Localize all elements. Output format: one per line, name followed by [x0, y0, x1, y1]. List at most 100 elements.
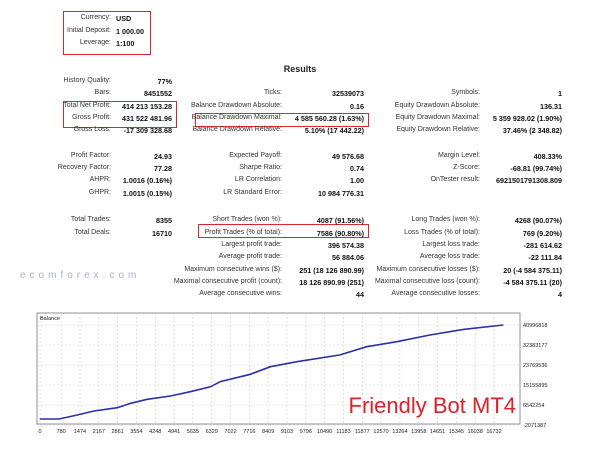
balance-drawdown-maximal-highlight	[195, 113, 369, 127]
account-info-label: Initial Deposit:	[67, 26, 111, 34]
stat-label: Profit Trades (% of total):	[204, 228, 282, 236]
y-tick-label: 40996818	[523, 323, 547, 329]
x-tick-label: 7022	[224, 429, 236, 435]
balance-point	[249, 373, 251, 375]
x-tick-label: 1474	[74, 429, 86, 435]
stat-label: Balance Drawdown Absolute:	[190, 101, 282, 109]
stat-value: 4087 (91.56%)	[316, 216, 364, 226]
x-tick-label: 6329	[206, 429, 218, 435]
stat-label: LR Standard Error:	[223, 188, 282, 196]
stat-label: Long Trades (won %):	[411, 216, 480, 224]
overlay-title: Friendly Bot MT4	[348, 393, 517, 418]
stat-value: -281 614.62	[523, 240, 562, 250]
account-info-value: USD	[116, 14, 132, 23]
stat-value: 4 585 560.28 (1.63%)	[294, 113, 364, 123]
stat-label: Largest loss trade:	[422, 240, 480, 248]
stat-value: 20 (-4 584 375.11)	[503, 265, 562, 275]
balance-point	[269, 366, 271, 368]
x-tick-label: 780	[57, 429, 66, 435]
balance-point	[39, 418, 41, 420]
balance-point	[219, 381, 221, 383]
stat-value: 4	[558, 290, 562, 300]
stat-label: AHPR:	[89, 176, 111, 184]
stat-value: 4268 (90.07%)	[514, 216, 562, 226]
x-tick-label: 5635	[187, 429, 199, 435]
stat-value: 5 359 928.02 (1.90%)	[492, 113, 562, 123]
stat-label: Z-Score:	[453, 164, 480, 172]
stat-label: Profit Factor:	[70, 151, 111, 159]
x-tick-label: 9103	[281, 429, 293, 435]
stat-value: 24.93	[154, 151, 172, 161]
stat-value: 1.00	[350, 176, 364, 186]
stat-value: -4 584 375.11 (20)	[503, 277, 562, 287]
account-info-value: 1:100	[116, 39, 135, 48]
stat-label: Average consecutive wins:	[199, 290, 282, 298]
stat-label: Sharpe Ratio:	[239, 164, 282, 172]
balance-point	[209, 386, 211, 388]
stat-value: 7586 (90.80%)	[316, 228, 364, 238]
x-tick-label: 12570	[373, 429, 388, 435]
account-info-label: Leverage:	[79, 39, 111, 46]
y-tick-label: 23769536	[523, 363, 547, 369]
x-tick-label: 4248	[149, 429, 161, 435]
watermark-text: ecomforex.com	[20, 270, 141, 281]
x-tick-label: 10490	[317, 429, 332, 435]
balance-point	[189, 391, 191, 393]
stat-label: Short Trades (won %):	[212, 216, 282, 224]
balance-point	[146, 398, 148, 400]
stat-value: 77%	[157, 77, 172, 86]
x-tick-label: 13264	[392, 429, 407, 435]
stat-value: -68.81 (99.74%)	[510, 164, 562, 174]
stat-label: Maximal consecutive profit (count):	[173, 277, 282, 285]
balance-point	[58, 418, 60, 420]
stat-label: Largest profit trade:	[221, 240, 282, 248]
stat-value: -17 309 328.68	[123, 126, 172, 136]
profit-trades-highlight	[198, 224, 369, 238]
stat-value: 8451552	[144, 89, 172, 99]
stat-label: Total Deals:	[74, 228, 111, 236]
x-tick-label: 0	[38, 429, 41, 435]
stat-label: GHPR:	[88, 188, 111, 196]
x-tick-label: 16038	[468, 429, 483, 435]
stat-label: Balance Drawdown Relative:	[192, 126, 283, 134]
balance-point	[346, 352, 348, 354]
stat-value: 769 (9.20%)	[522, 228, 562, 238]
stat-value: 16710	[152, 228, 172, 238]
x-tick-label: 4941	[168, 429, 180, 435]
stat-label: LR Correlation:	[234, 176, 282, 184]
stat-value: 0.16	[350, 101, 364, 111]
stat-value: 8355	[156, 216, 172, 226]
stat-label: Total Trades:	[70, 216, 111, 224]
balance-point	[502, 324, 504, 326]
stat-value: 10 984 776.31	[318, 188, 364, 198]
stat-value: 77.28	[154, 164, 172, 174]
stat-value: 396 574.38	[328, 240, 364, 250]
account-info-value: 1 000.00	[116, 26, 144, 36]
stat-label: Gross Profit:	[72, 113, 111, 121]
x-tick-label: 11877	[355, 429, 370, 435]
stat-label: Equity Drawdown Maximal:	[395, 113, 480, 121]
stat-label: Gross Loss:	[73, 126, 111, 134]
stat-label: Loss Trades (% of total):	[404, 228, 480, 236]
y-tick-label: 6542254	[523, 403, 544, 409]
stat-label: OnTester result:	[430, 176, 480, 184]
stat-value: 37.46% (2 348.82)	[502, 126, 562, 136]
x-tick-label: 13958	[411, 429, 426, 435]
x-tick-label: 9796	[300, 429, 312, 435]
x-tick-label: 16732	[486, 429, 501, 435]
account-info-label: Currency:	[80, 14, 111, 21]
x-tick-label: 15345	[449, 429, 464, 435]
stat-value: 18 126 890.99 (251)	[299, 277, 364, 287]
x-tick-label: 14651	[430, 429, 445, 435]
x-tick-label: 7716	[243, 429, 255, 435]
stat-label: Symbols:	[451, 89, 480, 97]
stat-label: Expected Payoff:	[229, 151, 282, 159]
stat-value: 5.10% (17 442.22)	[304, 126, 364, 136]
x-tick-label: 2167	[93, 429, 105, 435]
stat-label: Equity Drawdown Absolute:	[394, 101, 480, 109]
stat-value: 6921501791308.809	[496, 176, 562, 186]
stat-label: Balance Drawdown Maximal:	[191, 113, 282, 121]
net-gross-profit-highlight	[63, 101, 177, 128]
results-title: Results	[283, 64, 317, 74]
